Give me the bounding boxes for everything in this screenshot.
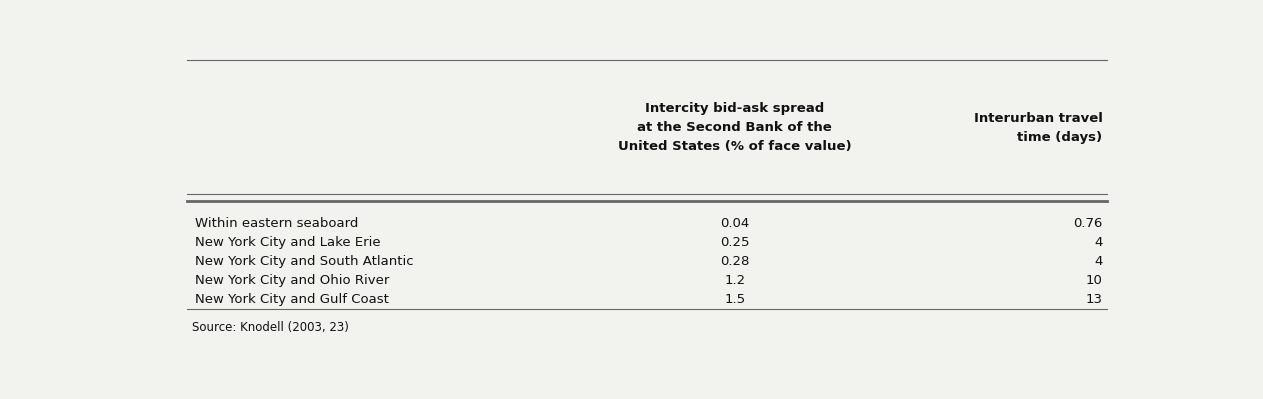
Text: 0.25: 0.25 [720, 236, 749, 249]
Text: 13: 13 [1085, 293, 1103, 306]
Text: Intercity bid-ask spread
at the Second Bank of the
United States (% of face valu: Intercity bid-ask spread at the Second B… [618, 102, 851, 153]
Text: 0.04: 0.04 [720, 217, 749, 230]
Text: New York City and Lake Erie: New York City and Lake Erie [195, 236, 380, 249]
Text: 4: 4 [1094, 255, 1103, 268]
Text: New York City and South Atlantic: New York City and South Atlantic [195, 255, 414, 268]
Text: 0.76: 0.76 [1074, 217, 1103, 230]
Text: Source: Knodell (2003, 23): Source: Knodell (2003, 23) [192, 321, 349, 334]
Text: New York City and Gulf Coast: New York City and Gulf Coast [195, 293, 389, 306]
Text: 1.5: 1.5 [724, 293, 745, 306]
Text: Within eastern seaboard: Within eastern seaboard [195, 217, 359, 230]
Text: 10: 10 [1086, 274, 1103, 287]
Text: New York City and Ohio River: New York City and Ohio River [195, 274, 389, 287]
Text: 4: 4 [1094, 236, 1103, 249]
Text: 0.28: 0.28 [720, 255, 749, 268]
Text: 1.2: 1.2 [724, 274, 745, 287]
Text: Interurban travel
time (days): Interurban travel time (days) [974, 112, 1103, 144]
